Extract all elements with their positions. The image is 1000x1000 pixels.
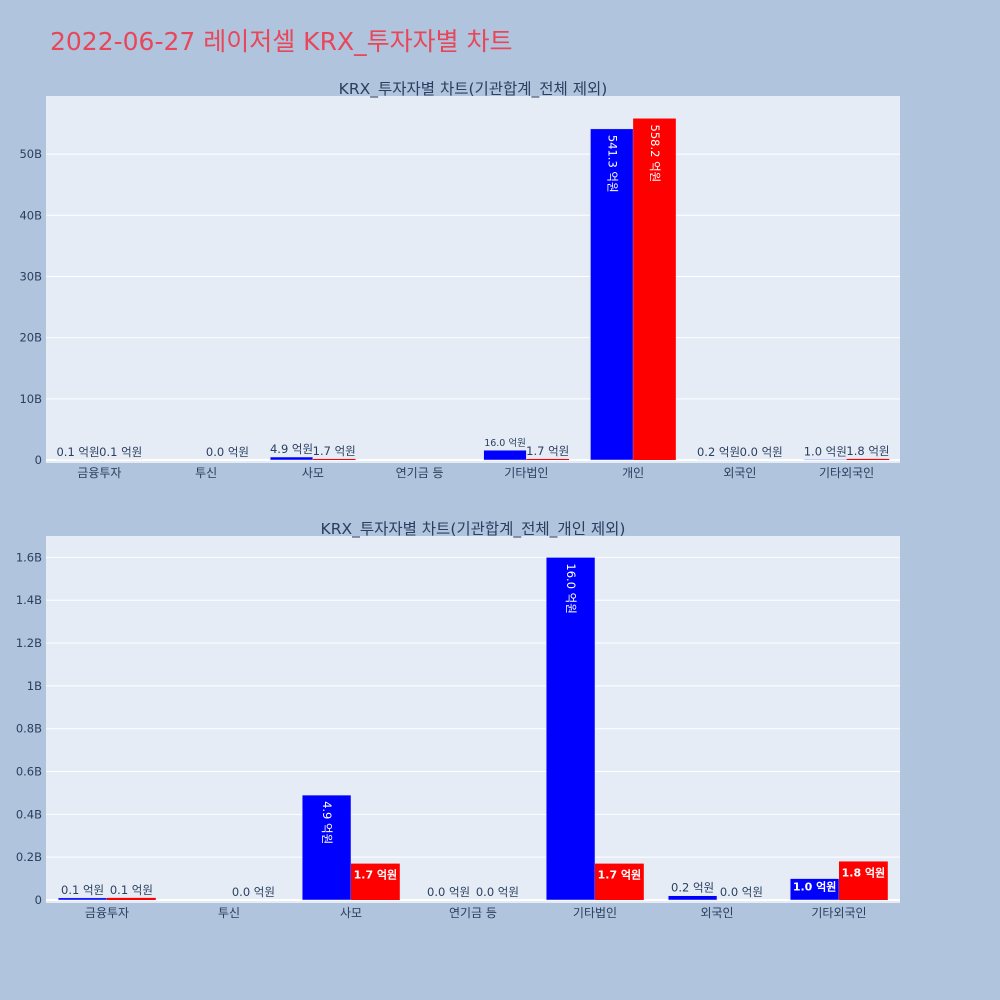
x-tick-label: 개인	[622, 466, 644, 480]
data-label: 0.1 억원	[110, 883, 153, 897]
y-tick-label: 1.4B	[16, 593, 42, 607]
data-label: 16.0 억원	[484, 437, 526, 449]
x-tick-label: 기타외국인	[819, 466, 874, 480]
y-tick-label: 0.6B	[16, 765, 42, 779]
x-tick-label: 외국인	[723, 466, 756, 480]
data-label: 1.7 억원	[313, 444, 356, 458]
data-label: 0.0 억원	[720, 885, 763, 899]
y-tick-label: 50B	[19, 147, 42, 161]
bar	[351, 863, 400, 900]
data-label: 0.1 억원	[99, 445, 142, 459]
bar	[301, 794, 352, 901]
data-label: 1.8 억원	[846, 444, 889, 458]
data-label: 0.0 억원	[206, 445, 249, 459]
x-tick-label: 연기금 등	[449, 906, 497, 920]
bar	[595, 863, 644, 900]
bar	[667, 895, 718, 901]
x-tick-label: 외국인	[700, 906, 733, 920]
y-tick-label: 0.8B	[16, 722, 42, 736]
data-label: 0.0 억원	[740, 445, 783, 459]
bar	[839, 861, 888, 900]
data-label: 0.2 억원	[697, 445, 740, 459]
data-label: 1.0 억원	[793, 880, 837, 894]
bar	[107, 897, 156, 900]
bar	[803, 459, 847, 461]
plot-area	[46, 536, 900, 903]
x-tick-label: 사모	[340, 906, 362, 920]
data-label: 1.7 억원	[354, 868, 398, 882]
y-tick-label: 0.2B	[16, 850, 42, 864]
data-label: 541.3 억원	[605, 135, 619, 193]
x-tick-label: 투신	[195, 466, 217, 480]
y-tick-label: 40B	[19, 208, 42, 222]
bar	[269, 456, 314, 461]
x-tick-label: 기타법인	[573, 906, 617, 920]
plot-area	[46, 96, 900, 463]
y-tick-label: 30B	[19, 269, 42, 283]
bar	[633, 118, 676, 460]
chart-title: KRX_투자자별 차트(기관합계_전체 제외)	[339, 80, 608, 99]
x-tick-label: 금융투자	[85, 906, 129, 920]
data-label: 0.1 억원	[61, 883, 104, 897]
y-tick-label: 1B	[27, 679, 42, 693]
data-label: 1.8 억원	[842, 865, 886, 879]
x-tick-label: 투신	[218, 906, 240, 920]
bar	[526, 458, 570, 460]
x-tick-label: 사모	[302, 466, 324, 480]
chart-title: KRX_투자자별 차트(기관합계_전체_개인 제외)	[321, 520, 626, 539]
data-label: 4.9 억원	[270, 442, 313, 456]
bar	[846, 458, 890, 460]
data-label: 0.1 억원	[56, 445, 99, 459]
data-label: 4.9 억원	[320, 801, 334, 844]
data-label: 558.2 억원	[648, 125, 662, 183]
data-label: 0.0 억원	[476, 885, 519, 899]
y-tick-label: 0	[35, 893, 42, 907]
data-label: 1.0 억원	[804, 444, 847, 458]
y-tick-label: 1.6B	[16, 550, 42, 564]
y-tick-label: 0	[35, 453, 42, 467]
x-tick-label: 금융투자	[77, 466, 121, 480]
data-label: 0.2 억원	[671, 881, 714, 895]
y-tick-label: 10B	[19, 392, 42, 406]
data-label: 0.0 억원	[427, 885, 470, 899]
data-label: 1.7 억원	[598, 868, 642, 882]
bar	[545, 557, 596, 901]
x-tick-label: 기타법인	[504, 466, 548, 480]
data-label: 1.7 억원	[526, 444, 569, 458]
page-title: 2022-06-27 레이저셀 KRX_투자자별 차트	[50, 27, 513, 56]
data-label: 0.0 억원	[232, 885, 275, 899]
x-tick-label: 기타외국인	[811, 906, 866, 920]
x-tick-label: 연기금 등	[396, 466, 444, 480]
y-tick-label: 1.2B	[16, 636, 42, 650]
chart-1: 0 10B 20B 30B 40B 50B KRX_투자자별 차트(기관합계_전체 제외) 금…	[19, 80, 900, 480]
bar	[483, 449, 527, 461]
data-label: 16.0 억원	[564, 563, 578, 613]
y-tick-label: 0.4B	[16, 807, 42, 821]
chart-2: 0 0.2B 0.4B 0.6B 0.8B 1B 1.2B 1.4B 1.6B KRX_투자자별 …	[16, 520, 900, 920]
bar	[312, 458, 356, 460]
bar	[57, 897, 108, 901]
y-tick-label: 20B	[19, 331, 42, 345]
